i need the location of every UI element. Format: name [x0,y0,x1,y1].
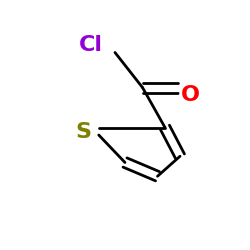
Circle shape [180,85,200,105]
Circle shape [78,31,105,59]
Circle shape [72,120,96,144]
Text: S: S [76,122,92,142]
Text: Cl: Cl [79,35,103,55]
Text: O: O [180,85,200,105]
